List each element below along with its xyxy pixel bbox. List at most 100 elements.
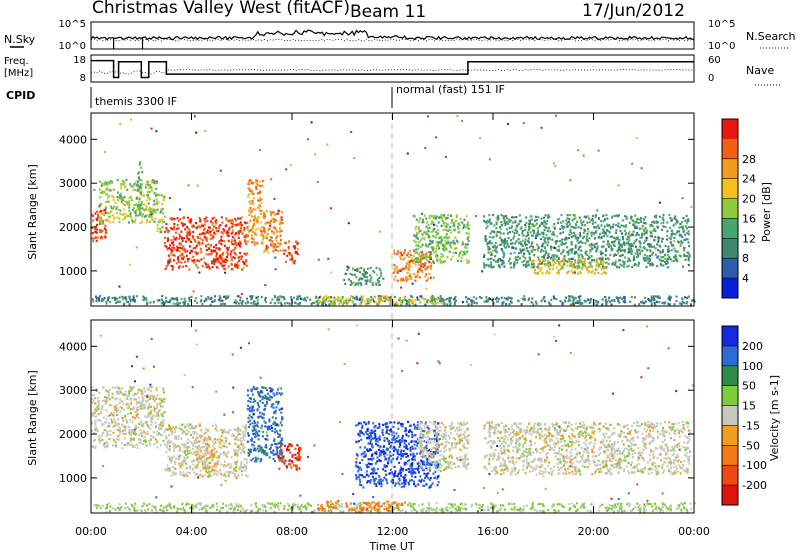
range-gate-cell [562,267,565,270]
range-gate-cell [360,283,363,286]
range-gate-cell [148,198,151,201]
range-gate-cell [567,270,570,273]
range-gate-cell [169,217,172,220]
range-gate-cell [491,298,494,302]
range-gate-cell [276,298,279,301]
colorbar-swatch [722,278,738,299]
range-gate-cell [166,239,169,243]
range-gate-cell [265,249,268,252]
scatter-cell [318,296,321,299]
range-gate-cell [502,217,505,220]
range-gate-cell [392,249,395,252]
range-gate-cell [648,258,651,261]
range-gate-cell [598,227,601,230]
range-gate-cell [431,240,434,243]
range-gate-cell [422,221,425,224]
range-gate-cell [114,201,117,204]
range-gate-cell [232,236,235,239]
range-gate-cell [588,221,591,224]
range-gate-cell [223,264,226,267]
range-gate-cell [274,248,277,251]
range-gate-cell [256,179,259,182]
range-gate-cell [134,203,137,206]
range-gate-cell [201,303,204,306]
range-gate-cell [265,236,268,240]
range-gate-cell [603,225,606,228]
range-gate-cell [514,257,517,260]
range-gate-cell [174,435,177,438]
range-gate-cell [559,232,562,235]
range-gate-cell [141,434,143,437]
colorbar-swatch [722,119,738,140]
range-gate-cell [263,227,266,230]
range-gate-cell [143,431,146,434]
range-gate-cell [658,258,661,261]
range-gate-cell [220,463,223,466]
range-gate-cell [234,241,237,244]
range-gate-cell [248,230,250,233]
range-gate-cell [129,211,132,214]
range-gate-cell [529,220,531,223]
range-gate-cell [140,192,142,195]
range-gate-cell [366,279,369,282]
range-gate-cell [414,235,417,238]
range-gate-cell [147,405,150,408]
range-gate-cell [419,245,422,249]
range-gate-cell [389,301,392,304]
range-gate-cell [193,442,196,445]
range-gate-cell [197,240,200,243]
range-gate-cell [606,234,609,238]
range-gate-cell [400,299,403,302]
range-gate-cell [246,240,249,243]
range-gate-cell [511,225,513,228]
range-gate-cell [529,231,532,234]
range-gate-cell [185,240,187,243]
range-gate-cell [274,213,276,216]
range-gate-cell [553,233,555,236]
range-gate-cell [194,445,197,448]
range-gate-cell [616,249,619,253]
range-gate-cell [245,258,248,261]
range-gate-cell [530,218,533,221]
range-gate-cell [140,201,143,204]
range-gate-cell [570,251,573,254]
range-gate-cell [226,234,229,237]
range-gate-cell [181,461,184,464]
range-gate-cell [105,430,108,433]
range-gate-cell [239,221,242,224]
range-gate-cell [159,227,162,230]
range-gate-cell [329,300,332,303]
range-gate-cell [452,239,455,242]
range-gate-cell [112,207,115,210]
range-gate-cell [218,455,221,458]
range-gate-cell [279,222,281,226]
range-gate-cell [287,247,290,250]
range-gate-cell [245,461,248,464]
range-gate-cell [679,222,682,226]
range-gate-cell [141,389,144,392]
range-gate-cell [430,240,433,243]
range-gate-cell [231,223,234,226]
range-gate-cell [210,474,213,477]
range-gate-cell [242,425,245,428]
range-gate-cell [672,259,675,262]
range-gate-cell [242,466,245,469]
range-gate-cell [225,231,228,234]
range-gate-cell [636,218,639,221]
range-gate-cell [207,451,210,454]
range-gate-cell [528,223,531,226]
range-gate-cell [209,233,212,237]
range-gate-cell [680,303,683,306]
range-gate-cell [148,215,151,218]
range-gate-cell [131,199,133,202]
range-gate-cell [421,250,424,253]
range-gate-cell [513,261,516,264]
scatter-cell [577,149,580,152]
range-gate-cell [645,239,648,242]
range-gate-cell [240,443,243,446]
noise-search-line [90,38,695,42]
range-gate-cell [163,430,166,434]
range-gate-cell [159,220,161,223]
range-gate-cell [237,233,240,236]
range-gate-cell [428,272,431,275]
